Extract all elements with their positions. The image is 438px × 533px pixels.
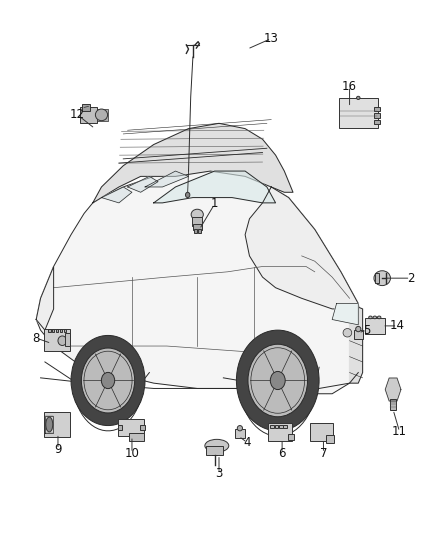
Polygon shape — [36, 266, 53, 330]
Text: 10: 10 — [124, 447, 139, 459]
Text: 11: 11 — [392, 425, 407, 439]
Circle shape — [81, 348, 134, 413]
Ellipse shape — [369, 316, 372, 319]
Bar — [45, 412, 70, 437]
Text: 14: 14 — [390, 319, 405, 333]
Bar — [339, 98, 378, 127]
Bar — [80, 107, 97, 123]
Ellipse shape — [373, 316, 377, 319]
Ellipse shape — [378, 316, 381, 319]
Circle shape — [237, 330, 319, 431]
Polygon shape — [127, 176, 158, 192]
Circle shape — [71, 335, 145, 425]
Bar — [391, 399, 396, 410]
Text: 13: 13 — [264, 32, 279, 45]
Bar — [374, 119, 380, 124]
Bar — [117, 425, 122, 430]
Ellipse shape — [356, 326, 361, 332]
Polygon shape — [385, 378, 401, 401]
Bar — [129, 433, 144, 441]
Ellipse shape — [374, 271, 391, 286]
Bar — [52, 328, 54, 332]
Bar — [270, 425, 274, 428]
Ellipse shape — [191, 209, 203, 220]
Ellipse shape — [58, 336, 67, 345]
Polygon shape — [154, 171, 276, 203]
Bar — [64, 328, 66, 332]
Bar — [375, 273, 379, 284]
Ellipse shape — [357, 96, 360, 100]
Polygon shape — [350, 304, 363, 383]
Polygon shape — [245, 187, 358, 309]
Text: 8: 8 — [32, 332, 40, 344]
Bar — [118, 419, 144, 436]
Bar — [60, 328, 62, 332]
Text: 5: 5 — [363, 324, 371, 337]
Circle shape — [101, 373, 115, 389]
Bar — [283, 425, 287, 428]
Bar — [365, 318, 385, 334]
Ellipse shape — [205, 439, 229, 452]
Text: 4: 4 — [244, 436, 251, 449]
Bar — [310, 423, 332, 441]
Bar — [326, 435, 334, 442]
Bar — [97, 109, 108, 120]
Ellipse shape — [343, 328, 352, 337]
Text: 7: 7 — [320, 447, 327, 459]
Polygon shape — [102, 187, 132, 203]
Ellipse shape — [95, 109, 108, 120]
Circle shape — [248, 344, 307, 417]
Bar — [235, 429, 245, 438]
Text: 12: 12 — [70, 108, 85, 122]
Bar — [374, 107, 380, 111]
Bar — [193, 223, 201, 230]
Polygon shape — [93, 123, 293, 203]
Ellipse shape — [237, 425, 243, 431]
Bar — [275, 425, 278, 428]
Bar — [374, 114, 380, 117]
Polygon shape — [145, 171, 188, 187]
Bar — [354, 330, 363, 338]
Ellipse shape — [185, 192, 190, 198]
Bar — [268, 423, 292, 441]
Circle shape — [270, 372, 285, 390]
Bar — [45, 328, 70, 351]
Text: 6: 6 — [279, 447, 286, 459]
Ellipse shape — [46, 417, 53, 432]
Text: 16: 16 — [342, 80, 357, 93]
Text: 2: 2 — [407, 272, 414, 285]
Bar — [56, 328, 58, 332]
Bar — [288, 434, 294, 440]
Polygon shape — [36, 171, 363, 394]
Bar — [82, 104, 90, 111]
Bar — [198, 229, 201, 233]
Text: 3: 3 — [215, 467, 223, 480]
Text: 9: 9 — [54, 443, 62, 456]
Polygon shape — [332, 304, 358, 325]
Bar — [48, 328, 50, 332]
Bar — [192, 216, 202, 226]
Bar — [206, 446, 223, 455]
Bar — [194, 229, 197, 233]
Text: 1: 1 — [211, 197, 219, 211]
Bar — [279, 425, 283, 428]
Bar — [140, 425, 145, 430]
Bar — [65, 333, 70, 346]
